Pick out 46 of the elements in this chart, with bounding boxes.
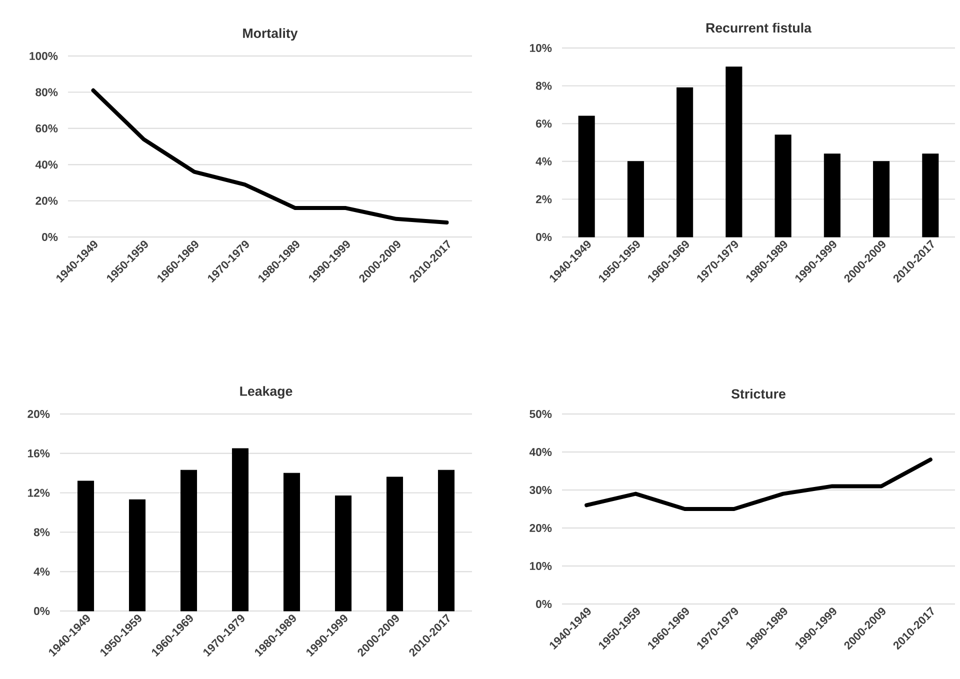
y-tick-label: 50% bbox=[530, 410, 552, 418]
y-tick-label: 40% bbox=[35, 160, 58, 169]
bar bbox=[774, 134, 792, 238]
line-series bbox=[91, 88, 449, 225]
bar bbox=[334, 495, 352, 612]
y-tick-label: 0% bbox=[536, 232, 552, 242]
y-tick-label: 16% bbox=[28, 449, 50, 458]
y-tick-label: 100% bbox=[30, 52, 58, 60]
bar bbox=[232, 448, 249, 612]
y-tick-label: 2% bbox=[536, 195, 552, 204]
y-tick-label: 80% bbox=[36, 88, 58, 96]
bar bbox=[438, 470, 455, 612]
y-tick-label: 0% bbox=[536, 600, 552, 608]
y-tick-label: 6% bbox=[536, 120, 552, 128]
y-tick-label: 12% bbox=[28, 488, 50, 497]
y-tick-label: 4% bbox=[536, 157, 552, 166]
chart-title: Stricture bbox=[731, 388, 786, 399]
y-tick-label: 10% bbox=[530, 44, 552, 52]
bar bbox=[873, 161, 890, 238]
chart-title: Recurrent fistula bbox=[706, 22, 812, 33]
y-tick-label: 0% bbox=[42, 232, 58, 242]
bar bbox=[578, 116, 595, 238]
bar bbox=[283, 472, 300, 612]
y-tick-label: 20% bbox=[36, 196, 58, 205]
chart-title: Mortality bbox=[243, 28, 298, 41]
y-tick-label: 20% bbox=[530, 524, 552, 532]
y-tick-label: 30% bbox=[530, 486, 552, 494]
y-tick-label: 0% bbox=[34, 607, 50, 616]
y-tick-label: 8% bbox=[34, 528, 50, 536]
y-tick-label: 60% bbox=[36, 124, 58, 132]
bar bbox=[824, 154, 840, 238]
bar bbox=[386, 476, 404, 612]
y-tick-label: 10% bbox=[530, 562, 552, 570]
y-tick-label: 8% bbox=[536, 82, 552, 90]
bar bbox=[676, 87, 694, 238]
y-tick-label: 4% bbox=[34, 568, 50, 576]
line-series bbox=[584, 458, 932, 512]
bar bbox=[922, 154, 939, 238]
bar bbox=[726, 66, 742, 238]
y-tick-label: 40% bbox=[529, 448, 552, 456]
bar bbox=[77, 480, 94, 612]
y-tick-label: 20% bbox=[28, 410, 50, 418]
chart-title: Leakage bbox=[240, 386, 292, 399]
bar bbox=[128, 499, 146, 612]
bar bbox=[627, 161, 644, 238]
bar bbox=[180, 470, 198, 612]
